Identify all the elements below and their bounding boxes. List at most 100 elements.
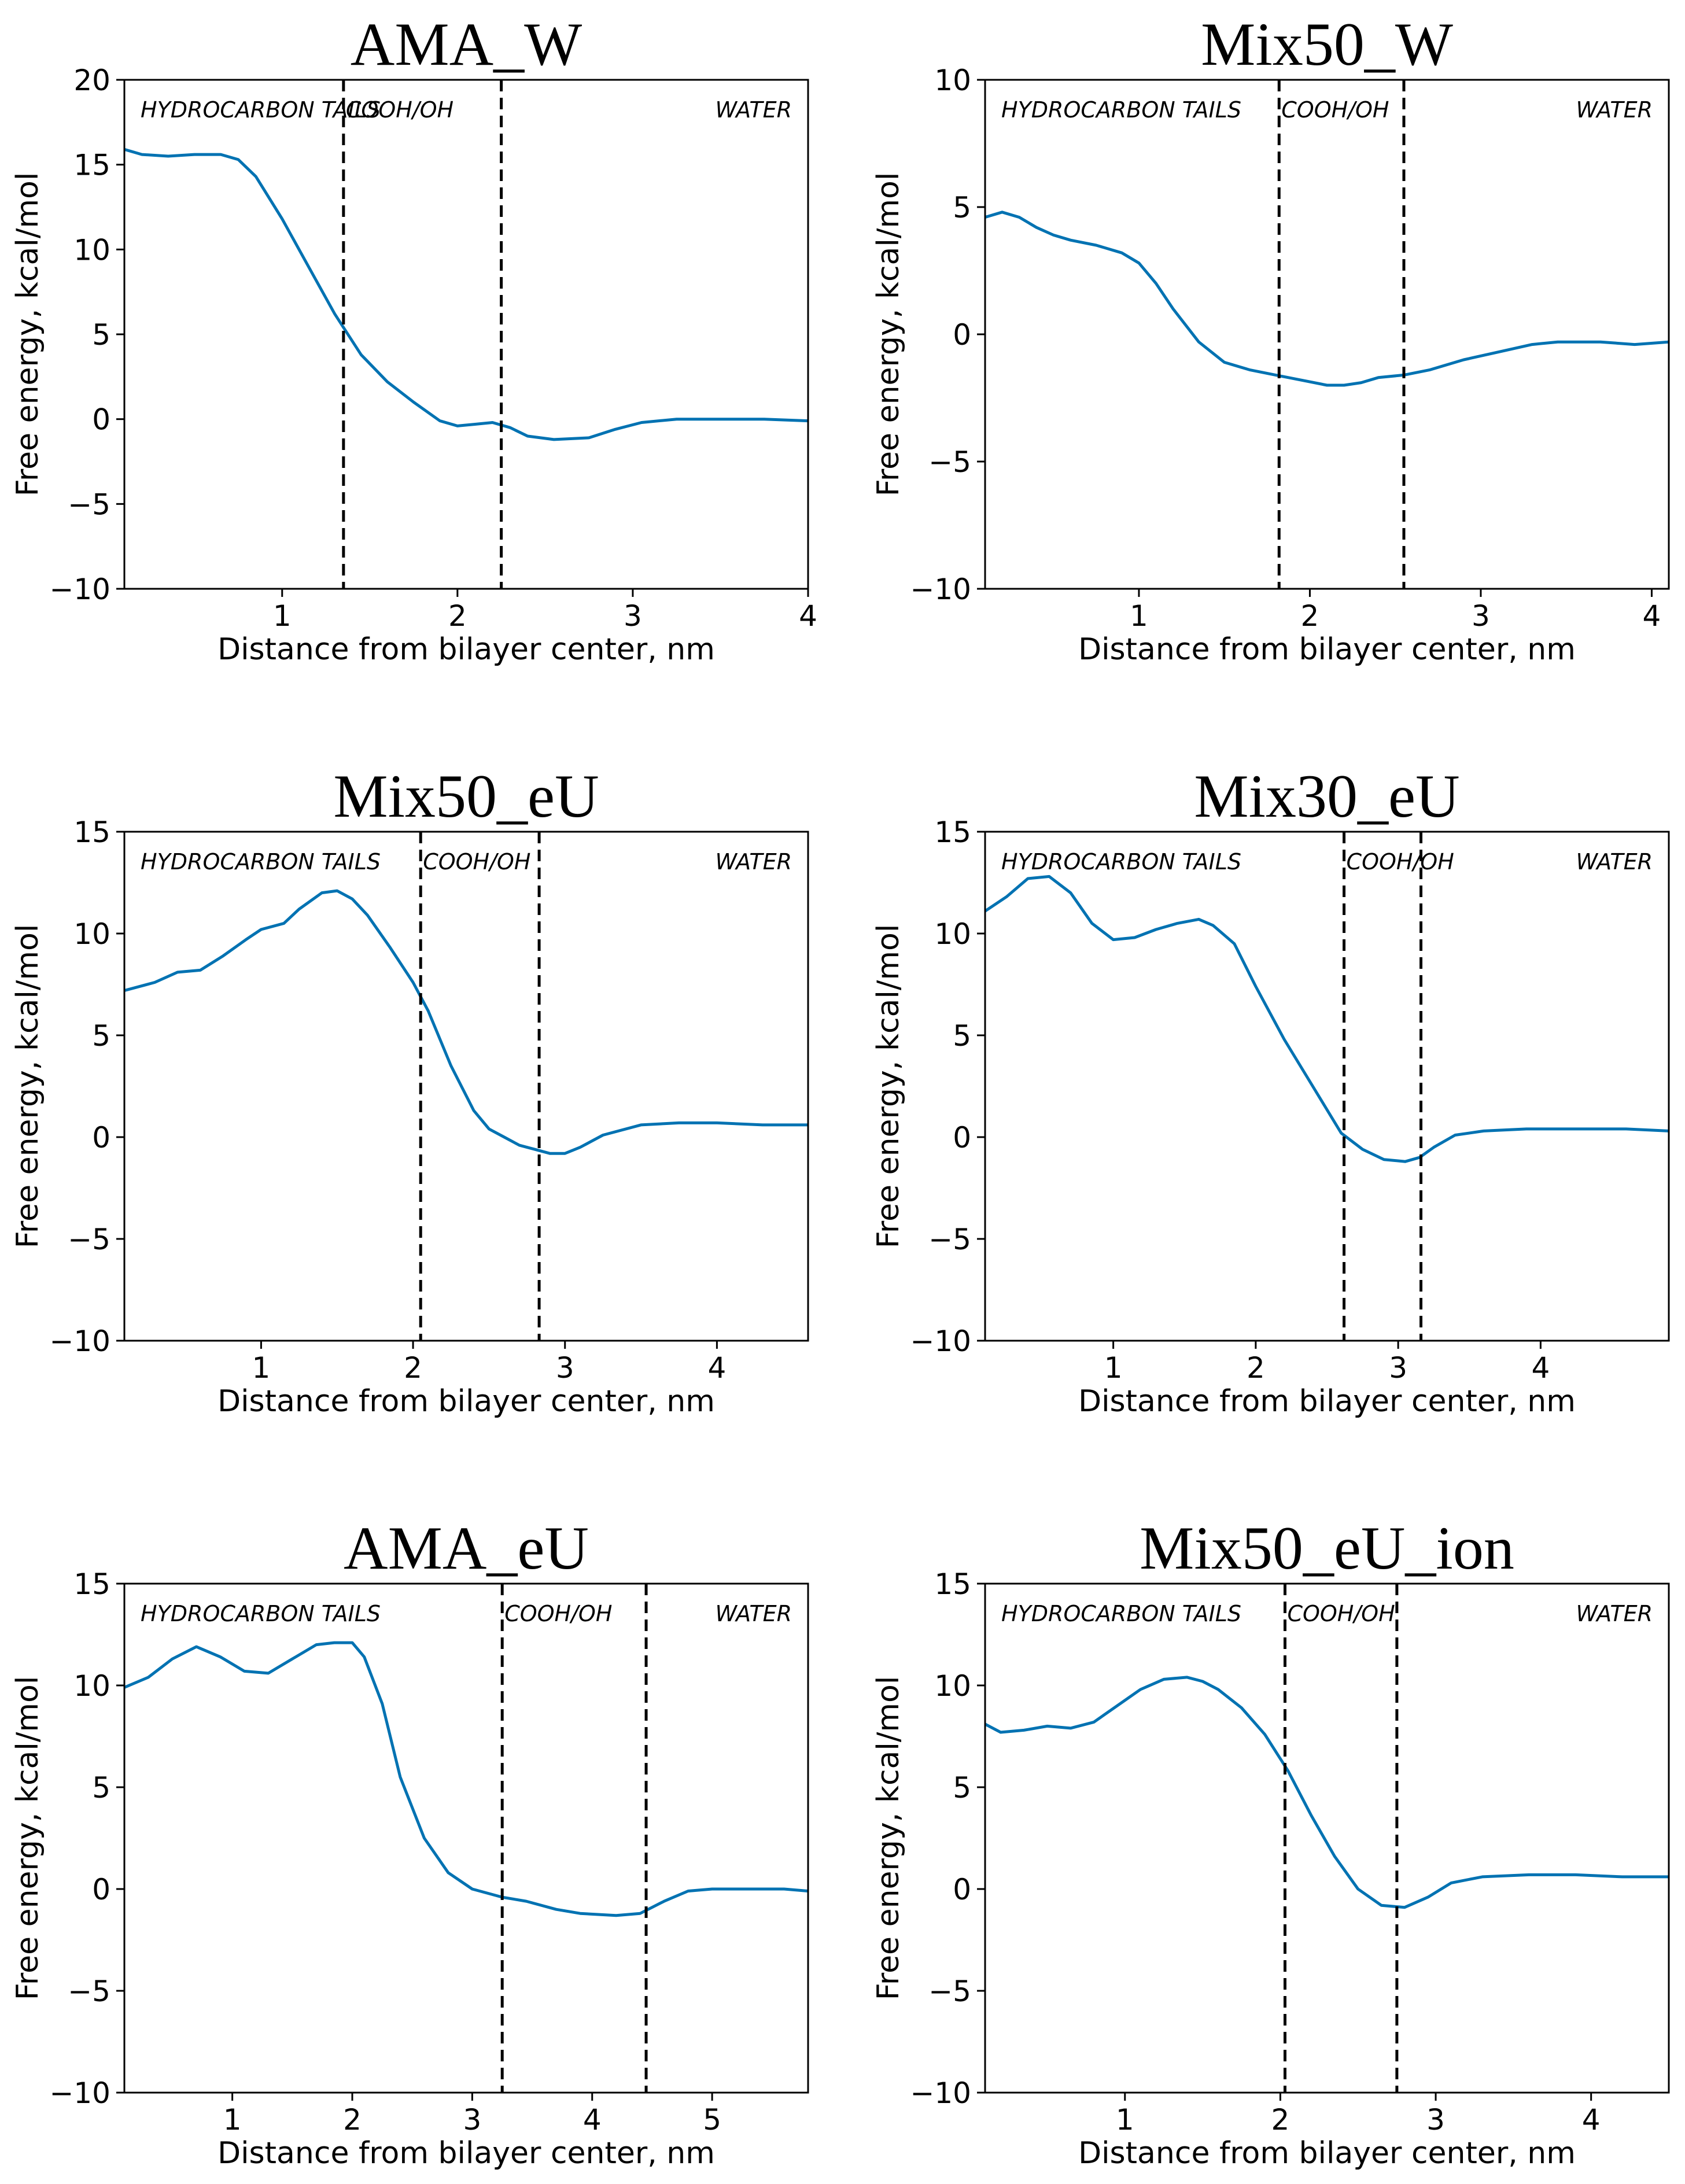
chart-title: Mix50_eU_ion [1140,1514,1514,1582]
chart-title: Mix50_W [1201,10,1453,78]
series-line-ama-w [124,147,808,441]
plot-frame [123,831,809,1342]
chart-title: Mix50_eU [333,762,599,830]
x-tick-label: 3 [1426,2103,1445,2137]
chart-title: AMA_W [351,10,582,78]
y-tick-label: 5 [92,1019,110,1053]
y-tick-label: 5 [953,1019,971,1053]
y-tick-label: −5 [68,1223,110,1256]
plot-frame [984,831,1670,1342]
y-tick-label: 0 [953,1121,971,1154]
x-axis-label: Distance from bilayer center, nm [1078,632,1576,667]
region-label-hydrocarbon-tails: HYDROCARBON TAILS [141,97,381,123]
x-tick-label: 4 [1582,2103,1601,2137]
x-axis-label: Distance from bilayer center, nm [1078,1384,1576,1419]
y-tick-label: −5 [928,445,971,479]
region-label-cooh-oh: COOH/OH [423,849,530,875]
series-line-ama-eu [124,1641,808,1917]
x-tick-label: 4 [1643,599,1661,633]
region-label-hydrocarbon-tails: HYDROCARBON TAILS [141,849,381,875]
y-axis-label: Free energy, kcal/mol [871,172,906,497]
x-tick-label: 1 [223,2103,242,2137]
y-tick-label: 10 [73,233,110,267]
y-tick-label: −10 [910,2076,971,2110]
panel-mix30-eu: Mix30_eU HYDROCARBON TAILS COOH/OH WATER 1 2 3… [871,762,1670,1419]
region-label-hydrocarbon-tails: HYDROCARBON TAILS [1001,849,1241,875]
x-tick-label: 2 [1301,599,1319,633]
x-tick-label: 2 [448,599,467,633]
x-tick-label: 4 [583,2103,602,2137]
region-label-water: WATER [715,97,792,123]
y-tick-label: 10 [934,1669,971,1703]
region-label-water: WATER [715,849,792,875]
x-tick-label: 3 [463,2103,481,2137]
panel-mix50-eu-ion: Mix50_eU_ion HYDROCARBON TAILS COOH/OH WATE… [871,1514,1670,2171]
x-axis-label: Distance from bilayer center, nm [217,2136,715,2171]
x-tick-label: 4 [707,1351,726,1385]
x-tick-label: 4 [799,599,817,633]
region-label-cooh-oh: COOH/OH [504,1601,612,1626]
x-tick-label: 3 [1472,599,1490,633]
y-axis-label: Free energy, kcal/mol [871,1676,906,2001]
series-line-mix50-eu [124,889,808,1155]
y-tick-label: 5 [92,318,110,352]
chart-title: AMA_eU [344,1514,589,1582]
x-tick-label: 1 [1116,2103,1134,2137]
y-tick-label: 0 [953,318,971,352]
plot-frame [984,79,1670,590]
x-axis-label: Distance from bilayer center, nm [217,1384,715,1419]
region-label-hydrocarbon-tails: HYDROCARBON TAILS [1001,1601,1241,1626]
x-tick-label: 3 [624,599,642,633]
x-tick-label: 1 [1104,1351,1123,1385]
plot-frame [984,1582,1670,2094]
y-axis-label: Free energy, kcal/mol [10,172,45,497]
x-axis-label: Distance from bilayer center, nm [217,632,715,667]
y-tick-label: −10 [910,573,971,606]
x-tick-label: 1 [252,1351,270,1385]
y-tick-label: −10 [49,1325,110,1358]
y-axis-label: Free energy, kcal/mol [10,1676,45,2001]
x-tick-label: 2 [343,2103,362,2137]
y-tick-label: 10 [934,64,971,97]
region-label-hydrocarbon-tails: HYDROCARBON TAILS [141,1601,381,1626]
region-label-hydrocarbon-tails: HYDROCARBON TAILS [1001,97,1241,123]
y-tick-label: 10 [73,917,110,951]
y-tick-label: 15 [73,816,110,849]
series-line-mix50-eu-ion [985,1676,1669,1909]
y-tick-label: 0 [92,1873,110,1906]
series-line-mix30-eu [985,875,1669,1163]
region-label-water: WATER [1576,849,1653,875]
y-tick-label: 5 [953,191,971,224]
region-label-water: WATER [715,1601,792,1626]
y-tick-label: 15 [934,816,971,849]
region-label-water: WATER [1576,97,1653,123]
x-tick-label: 2 [404,1351,422,1385]
x-tick-label: 2 [1271,2103,1290,2137]
x-tick-label: 1 [1130,599,1148,633]
y-axis-label: Free energy, kcal/mol [10,924,45,1249]
x-tick-label: 3 [556,1351,574,1385]
x-axis-label: Distance from bilayer center, nm [1078,2136,1576,2171]
panel-mix50-w: Mix50_W HYDROCARBON TAILS COOH/OH WATER 1 2 3 4… [871,10,1670,667]
y-tick-label: 0 [92,403,110,437]
y-tick-label: 15 [934,1567,971,1601]
chart-title: Mix30_eU [1194,762,1459,830]
region-label-cooh-oh: COOH/OH [1281,97,1389,123]
y-tick-label: 20 [73,64,110,97]
y-tick-label: −5 [928,1975,971,2008]
series-line-mix50-w [985,211,1669,387]
x-tick-label: 1 [273,599,292,633]
y-tick-label: 5 [953,1771,971,1805]
x-tick-label: 3 [1389,1351,1407,1385]
region-label-cooh-oh: COOH/OH [346,97,453,123]
x-tick-label: 4 [1531,1351,1550,1385]
y-tick-label: 5 [92,1771,110,1805]
panel-ama-eu: AMA_eU HYDROCARBON TAILS COOH/OH WATER 1 2 3 4 5… [10,1514,809,2171]
y-tick-label: 0 [953,1873,971,1906]
y-tick-label: 15 [73,149,110,182]
y-tick-label: −10 [49,573,110,606]
y-tick-label: −5 [68,1975,110,2008]
region-label-cooh-oh: COOH/OH [1287,1601,1395,1626]
y-tick-label: 10 [73,1669,110,1703]
